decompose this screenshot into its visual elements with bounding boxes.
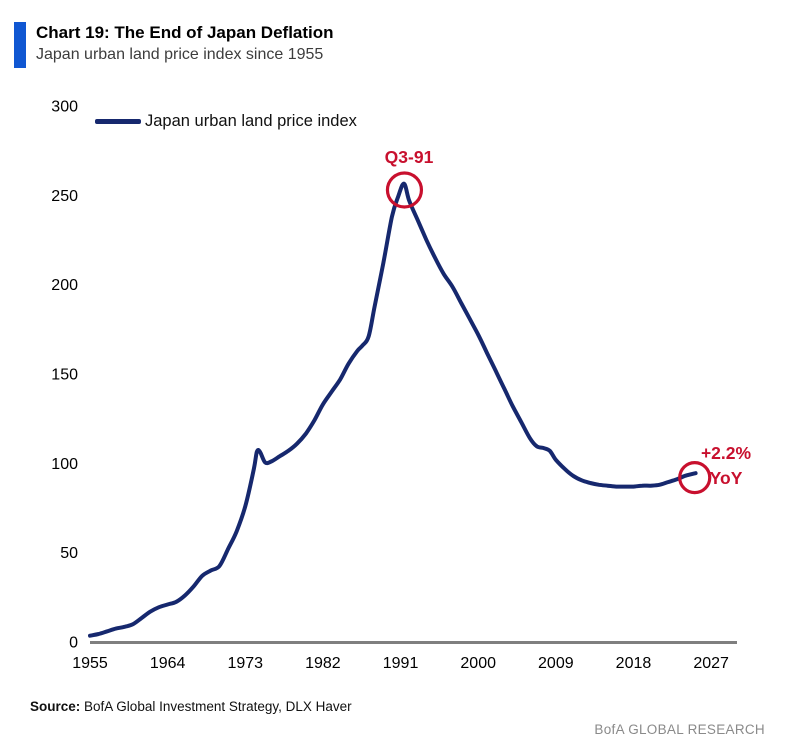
y-tick-label: 0 [69,635,78,652]
x-tick-label: 1982 [305,655,341,672]
end-annotation-circle [678,461,712,495]
source-line: Source: BofA Global Investment Strategy,… [30,699,352,714]
y-tick-label: 50 [60,545,78,562]
y-tick-label: 300 [51,99,78,116]
peak-annotation-label: Q3-91 [384,147,434,167]
legend: Japan urban land price index [95,112,357,131]
y-tick-label: 100 [51,456,78,473]
end-annotation-line1: +2.2% [700,443,752,463]
x-tick-label: 2009 [538,655,574,672]
y-tick-label: 250 [51,188,78,205]
y-tick-label: 150 [51,367,78,384]
x-tick-label: 1973 [227,655,263,672]
x-tick-label: 2018 [616,655,652,672]
chart-subtitle: Japan urban land price index since 1955 [36,46,324,64]
brand-mark: BofA GLOBAL RESEARCH [594,722,765,737]
legend-line-swatch [95,119,141,124]
peak-annotation-circle [385,171,424,209]
end-annotation-line2: YoY [709,468,743,488]
end-annotation-label: +2.2% YoY [690,441,762,491]
price-index-line [88,181,698,638]
x-tick-label: 2000 [460,655,496,672]
source-text: BofA Global Investment Strategy, DLX Hav… [84,699,352,714]
x-tick-label: 1991 [383,655,419,672]
title-block: Chart 19: The End of Japan Deflation Jap… [36,22,334,68]
x-tick-label: 1955 [72,655,108,672]
x-tick-label: 1964 [150,655,186,672]
source-label: Source: [30,699,81,714]
chart-title: Chart 19: The End of Japan Deflation [36,23,334,42]
x-tick-label: 2027 [693,655,729,672]
legend-label: Japan urban land price index [145,112,357,130]
title-accent-bar [14,22,26,68]
chart-header: Chart 19: The End of Japan Deflation Jap… [14,22,334,68]
y-tick-label: 200 [51,277,78,294]
